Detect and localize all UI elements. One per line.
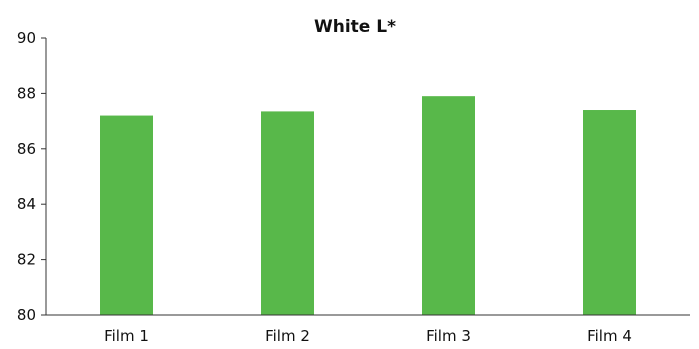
y-tick-label: 80: [17, 306, 36, 324]
x-axis-ticks: Film 1 Film 2 Film 3 Film 4: [104, 327, 632, 345]
bar-film-1: [100, 115, 153, 315]
x-tick-label: Film 2: [265, 327, 310, 345]
x-tick-label: Film 1: [104, 327, 149, 345]
y-tick-label: 84: [17, 195, 36, 213]
x-tick-label: Film 3: [426, 327, 471, 345]
axes-layer: [45, 38, 690, 316]
x-tick-label: Film 4: [587, 327, 632, 345]
y-tick-label: 88: [17, 84, 36, 102]
bars-layer: [100, 96, 636, 316]
y-tick-label: 82: [17, 251, 36, 269]
bar-film-2: [261, 111, 314, 315]
chart-title: White L*: [314, 17, 396, 37]
y-tick-label: 90: [17, 29, 36, 47]
y-axis-ticks: 80 82 84 86 88 90: [17, 29, 46, 324]
y-tick-label: 86: [17, 140, 36, 158]
bar-film-4: [583, 110, 636, 316]
bar-film-3: [422, 96, 475, 315]
